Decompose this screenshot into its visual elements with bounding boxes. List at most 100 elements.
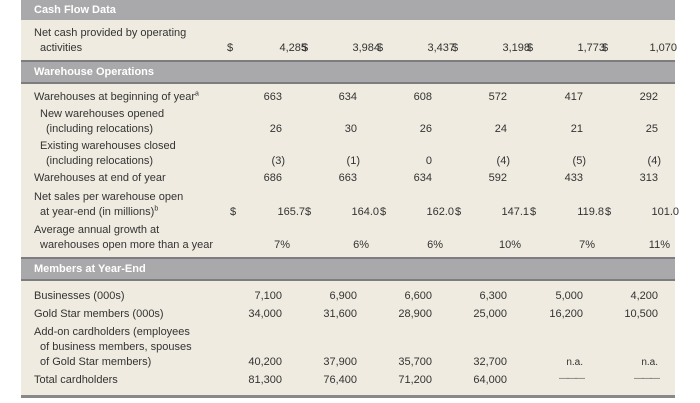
value-cell: 119.8 [577, 206, 604, 218]
currency-symbol: $ [602, 42, 609, 54]
currency-symbol: $ [605, 206, 612, 218]
currency-symbol: $ [380, 206, 387, 218]
value-cell: 0 [425, 155, 432, 167]
value-cell: 32,700 [473, 356, 507, 368]
section-header-warehouse-operations: Warehouse Operations [21, 60, 675, 84]
section-header-members: Members at Year-End [21, 257, 675, 281]
value-cell: (5) [572, 155, 586, 167]
value-cell: 292 [639, 91, 658, 103]
row-label-closed-warehouses: Existing warehouses closed (including re… [40, 140, 176, 167]
value-cell: 6,600 [404, 290, 432, 302]
value-cell: 31,600 [323, 308, 357, 320]
value-cell: 101.0 [651, 206, 679, 218]
value-cell: 1,773 [577, 42, 605, 54]
currency-symbol: $ [305, 206, 312, 218]
value-cell: 64,000 [473, 374, 507, 386]
value-cell: 30 [344, 123, 357, 135]
value-cell: 608 [413, 91, 432, 103]
value-cell: n.a. [641, 357, 658, 368]
value-cell: 35,700 [398, 356, 432, 368]
value-cell: 40,200 [248, 356, 282, 368]
row-label-warehouses-end: Warehouses at end of year [34, 172, 166, 184]
value-cell: 663 [263, 91, 282, 103]
value-cell: 71,200 [398, 374, 432, 386]
value-cell: 313 [639, 172, 658, 184]
currency-symbol: $ [452, 42, 459, 54]
section-header-cash-flow: Cash Flow Data [21, 0, 675, 20]
value-cell: 147.1 [501, 206, 529, 218]
value-cell: 634 [413, 172, 432, 184]
value-cell: 592 [488, 172, 507, 184]
value-cell: 28,900 [398, 308, 432, 320]
row-label-businesses: Businesses (000s) [34, 290, 125, 302]
row-label-new-warehouses: New warehouses opened (including relocat… [40, 108, 165, 135]
value-cell: 162.0 [426, 206, 454, 218]
value-cell: 3,437 [427, 42, 455, 54]
value-cell: 26 [269, 123, 282, 135]
value-cell-dash: ——— [559, 373, 585, 384]
members-section-body: Businesses (000s) 7,100 6,900 6,600 6,30… [21, 281, 675, 398]
currency-symbol: $ [527, 42, 534, 54]
value-cell: 4,285 [279, 42, 307, 54]
value-cell: 7,100 [254, 290, 282, 302]
value-cell: 165.7 [277, 206, 305, 218]
row-label-cont: activities [40, 42, 83, 54]
value-cell: 634 [338, 91, 357, 103]
row-label-warehouses-beginning: Warehouses at beginning of yeara [34, 90, 199, 103]
value-cell: 10,500 [624, 308, 658, 320]
value-cell: 663 [338, 172, 357, 184]
value-cell: 417 [564, 91, 583, 103]
value-cell: (1) [346, 155, 360, 167]
value-cell: 433 [564, 172, 583, 184]
currency-symbol: $ [530, 206, 537, 218]
value-cell: 25 [645, 123, 658, 135]
value-cell: 16,200 [549, 308, 583, 320]
value-cell: 6% [353, 239, 369, 251]
value-cell: 34,000 [248, 308, 282, 320]
value-cell: 4,200 [630, 290, 658, 302]
row-label-total-cardholders: Total cardholders [34, 374, 118, 386]
value-cell: 6,300 [479, 290, 507, 302]
value-cell: 7% [579, 239, 595, 251]
value-cell: 572 [488, 91, 507, 103]
currency-symbol: $ [302, 42, 309, 54]
footnote-marker: a [195, 90, 199, 98]
row-label-average-growth: Average annual growth at warehouses open… [34, 224, 214, 251]
value-cell: 5,000 [555, 290, 583, 302]
value-cell: 164.0 [351, 206, 379, 218]
value-cell: 7% [274, 239, 290, 251]
value-cell: 1,070 [649, 42, 677, 54]
value-cell: 11% [648, 239, 670, 251]
warehouse-section-body: Warehouses at beginning of yeara 663 634… [21, 84, 679, 257]
value-cell: (4) [496, 155, 510, 167]
table-bottom-rule [21, 395, 675, 398]
value-cell: 76,400 [323, 374, 357, 386]
value-cell: 10% [498, 239, 521, 251]
currency-symbol: $ [377, 42, 384, 54]
value-cell: 21 [570, 123, 583, 135]
row-label-add-on-cardholders: Add-on cardholders (employees of busines… [34, 326, 192, 368]
value-cell: 24 [494, 123, 507, 135]
footnote-marker: b [154, 205, 159, 213]
currency-symbol: $ [455, 206, 462, 218]
currency-symbol: $ [227, 42, 234, 54]
value-cell: (4) [647, 155, 661, 167]
value-cell-dash: ——— [634, 373, 660, 384]
value-cell: 6% [427, 239, 443, 251]
value-cell: 3,198 [502, 42, 530, 54]
value-cell: (3) [271, 155, 285, 167]
value-cell: 25,000 [473, 308, 507, 320]
cash-flow-table: Cash Flow Data Net cash provided by oper… [21, 0, 679, 398]
value-cell: 26 [419, 123, 432, 135]
row-label: Net cash provided by operating [34, 27, 187, 39]
currency-symbol: $ [230, 206, 237, 218]
value-cell: 37,900 [323, 356, 357, 368]
value-cell: 81,300 [248, 374, 282, 386]
value-cell: 3,984 [352, 42, 380, 54]
value-cell: n.a. [566, 357, 583, 368]
value-cell: 686 [263, 172, 282, 184]
row-label-gold-star: Gold Star members (000s) [34, 308, 164, 320]
table-row-net-cash: Net cash provided by operating activitie… [21, 20, 677, 60]
row-label-net-sales-per-warehouse: Net sales per warehouse open at year-end… [34, 191, 184, 218]
value-cell: 6,900 [329, 290, 357, 302]
